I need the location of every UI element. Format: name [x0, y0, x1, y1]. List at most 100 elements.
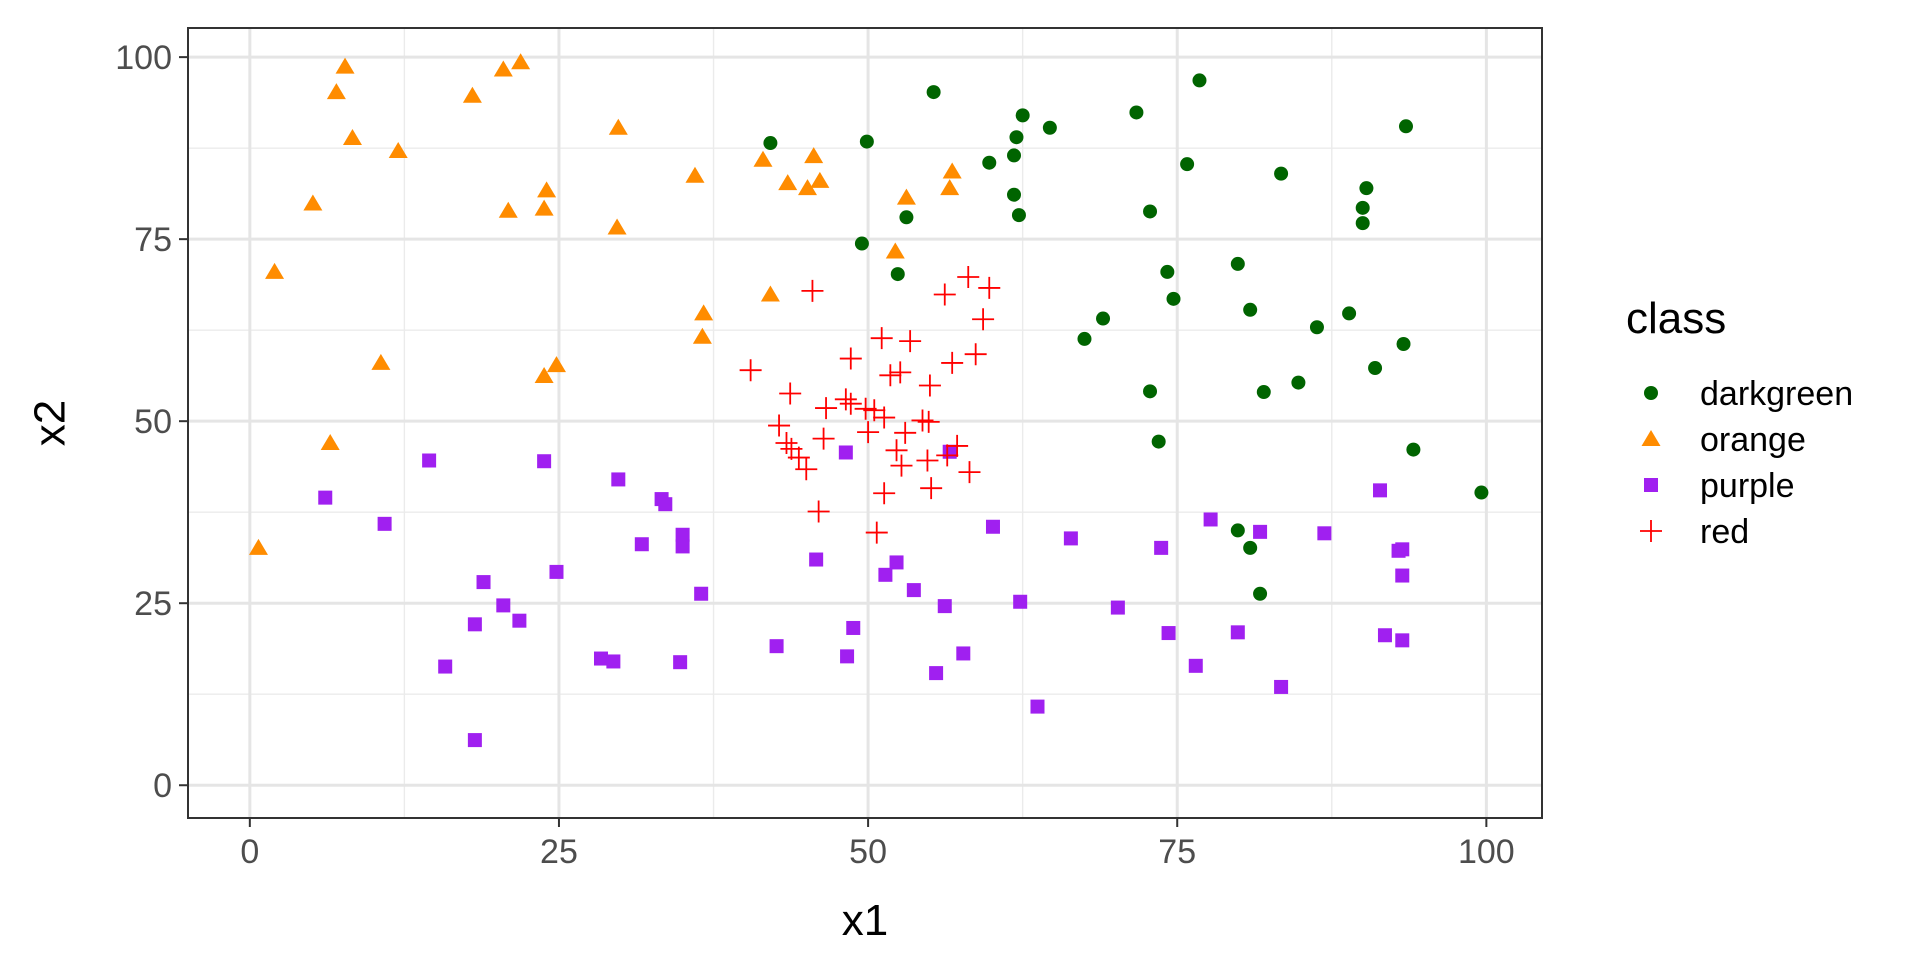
data-point-darkgreen: [1151, 434, 1166, 449]
legend-item-purple: purple: [1644, 467, 1795, 505]
data-point-orange: [692, 327, 712, 344]
x-tick-label: 75: [1158, 833, 1196, 871]
y-tick-label: 75: [134, 221, 172, 259]
data-point-orange: [534, 199, 554, 216]
data-points: [248, 53, 1489, 748]
data-point-red: [854, 397, 877, 420]
data-point-orange: [303, 194, 323, 211]
data-point-purple: [878, 567, 893, 582]
data-point-orange: [753, 150, 773, 167]
data-point-red: [885, 439, 908, 462]
data-point-darkgreen: [926, 85, 941, 100]
data-point-red: [972, 308, 995, 331]
data-point-darkgreen: [1474, 485, 1489, 500]
data-point-purple: [1154, 540, 1169, 555]
data-point-red: [933, 283, 956, 306]
data-point-red: [739, 359, 762, 382]
data-point-red: [917, 410, 940, 433]
data-point-orange: [248, 538, 268, 555]
data-point-purple: [537, 454, 552, 469]
y-tick-label: 0: [153, 767, 172, 805]
legend-title: class: [1626, 294, 1726, 343]
data-point-purple: [467, 733, 482, 748]
data-point-red: [889, 361, 912, 384]
data-point-red: [795, 458, 818, 481]
data-point-purple: [840, 649, 855, 664]
data-point-red: [946, 434, 969, 457]
data-point-red: [899, 330, 922, 353]
data-point-darkgreen: [854, 236, 869, 251]
x-tick-label: 50: [849, 833, 887, 871]
data-point-purple: [1110, 600, 1125, 615]
data-point-darkgreen: [899, 210, 914, 225]
data-point-darkgreen: [1143, 204, 1158, 219]
data-point-purple: [937, 599, 952, 614]
data-point-darkgreen: [982, 155, 997, 170]
data-point-purple: [438, 659, 453, 674]
data-point-purple: [594, 651, 609, 666]
data-point-purple: [694, 586, 709, 601]
data-point-red: [920, 477, 943, 500]
data-point-purple: [467, 617, 482, 632]
y-tick-label: 25: [134, 585, 172, 623]
data-point-darkgreen: [1368, 361, 1383, 376]
data-point-orange: [607, 218, 627, 235]
data-point-orange: [537, 181, 557, 198]
data-point-red: [894, 421, 917, 444]
series-orange: [248, 53, 962, 555]
data-point-purple: [1395, 633, 1410, 648]
legend-key-orange: [1641, 430, 1661, 446]
data-point-darkgreen: [763, 136, 778, 151]
data-point-orange: [388, 142, 408, 159]
data-point-purple: [769, 639, 784, 654]
legend-key-red: [1640, 520, 1662, 542]
data-point-purple: [1253, 524, 1268, 539]
data-point-orange: [810, 171, 830, 188]
data-point-darkgreen: [1007, 148, 1022, 163]
panel-border: [187, 27, 1543, 819]
data-point-purple: [549, 564, 564, 579]
data-point-purple: [1203, 512, 1218, 527]
data-point-red: [839, 392, 862, 415]
legend-label: red: [1700, 513, 1749, 551]
data-point-red: [936, 444, 959, 467]
series-darkgreen: [763, 73, 1489, 601]
data-point-red: [941, 351, 964, 374]
data-point-darkgreen: [859, 134, 874, 149]
data-point-red: [857, 421, 880, 444]
data-point-red: [807, 500, 830, 523]
series-red: [739, 266, 1001, 544]
data-point-darkgreen: [1256, 385, 1271, 400]
data-point-darkgreen: [890, 267, 905, 282]
data-point-red: [801, 279, 824, 302]
data-point-purple: [1230, 625, 1245, 640]
data-point-red: [812, 427, 835, 450]
data-point-orange: [335, 57, 355, 74]
data-point-red: [978, 276, 1001, 299]
data-point-darkgreen: [1359, 181, 1374, 196]
x-tick-label: 0: [240, 833, 259, 871]
data-point-purple: [1317, 526, 1332, 541]
data-point-red: [918, 374, 941, 397]
data-point-purple: [906, 583, 921, 598]
data-point-darkgreen: [1015, 108, 1030, 123]
data-point-purple: [318, 490, 333, 505]
data-point-red: [911, 409, 934, 432]
data-point-orange: [342, 128, 362, 145]
data-point-orange: [546, 356, 566, 373]
legend-label: purple: [1700, 467, 1795, 505]
data-point-darkgreen: [1230, 523, 1245, 538]
data-point-darkgreen: [1342, 306, 1357, 321]
legend-label: orange: [1700, 421, 1806, 459]
data-point-darkgreen: [1009, 130, 1024, 145]
data-point-purple: [1030, 699, 1045, 714]
data-point-red: [870, 327, 893, 350]
data-point-purple: [512, 613, 527, 628]
data-point-red: [775, 432, 798, 455]
data-point-orange: [493, 60, 513, 77]
data-point-purple: [846, 620, 861, 635]
data-point-purple: [675, 527, 690, 542]
data-point-darkgreen: [1274, 166, 1289, 181]
